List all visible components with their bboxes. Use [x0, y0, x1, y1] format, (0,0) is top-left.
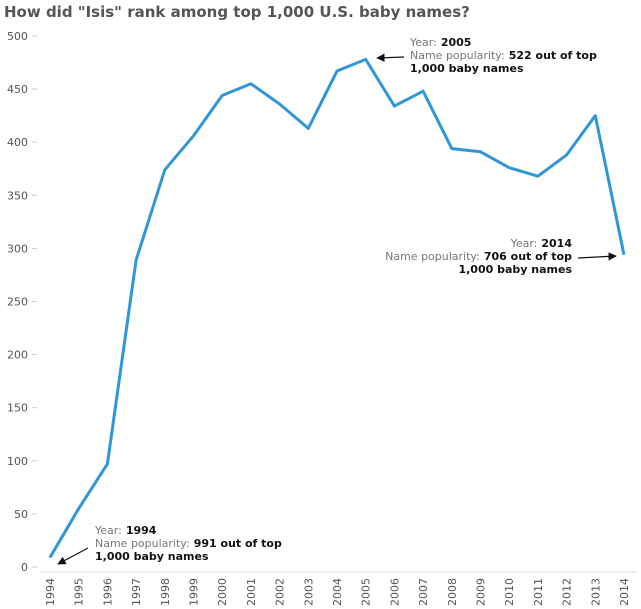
annotation-value: 991 out of top	[194, 537, 282, 550]
chart-title: How did "Isis" rank among top 1,000 U.S.…	[4, 3, 470, 21]
annotation-label: Year:	[409, 36, 437, 49]
x-tick-label: 1997	[130, 578, 143, 606]
x-tick-label: 2007	[417, 578, 430, 606]
x-tick-label: 2014	[618, 578, 631, 606]
annotation-label: Year:	[94, 524, 122, 537]
annotation-line: Year: 1994	[94, 524, 157, 537]
x-tick-label: 2011	[532, 578, 545, 606]
y-tick-label: 200	[7, 349, 28, 362]
annotation-value: 2005	[441, 36, 472, 49]
annotation-arrow	[577, 252, 617, 261]
y-tick-label: 350	[7, 189, 28, 202]
y-tick-label: 0	[21, 561, 28, 574]
annotation-value: 1,000 baby names	[458, 263, 572, 276]
x-tick-label: 1999	[188, 578, 201, 606]
annotation-value: 1994	[126, 524, 157, 537]
annotation-value: 522 out of top	[509, 49, 597, 62]
y-tick-label: 50	[14, 508, 28, 521]
annotation-line: Name popularity: 706 out of top	[385, 250, 572, 263]
x-tick-label: 2009	[475, 578, 488, 606]
x-tick-label: 2010	[503, 578, 516, 606]
x-tick-label: 1994	[44, 578, 57, 606]
x-tick-label: 2003	[302, 578, 315, 606]
x-tick-label: 2001	[245, 578, 258, 606]
x-tick-label: 2000	[216, 578, 229, 606]
annotation-label: Name popularity:	[385, 250, 480, 263]
y-tick-label: 150	[7, 402, 28, 415]
annotation-label: Name popularity:	[410, 49, 505, 62]
x-tick-label: 2004	[331, 578, 344, 606]
y-tick-label: 400	[7, 136, 28, 149]
annotation-value: 1,000 baby names	[95, 550, 209, 563]
annotation-value: 706 out of top	[484, 250, 572, 263]
y-tick-label: 100	[7, 455, 28, 468]
x-tick-label: 1995	[73, 578, 86, 606]
y-tick-label: 300	[7, 242, 28, 255]
x-tick-label: 1996	[101, 578, 114, 606]
x-tick-label: 2006	[388, 578, 401, 606]
annotation-label: Year:	[510, 237, 538, 250]
x-tick-label: 2008	[446, 578, 459, 606]
x-tick-label: 2002	[274, 578, 287, 606]
annotation-line: Name popularity: 522 out of top	[410, 49, 597, 62]
y-tick-label: 450	[7, 83, 28, 96]
annotation: Year: 2014 Name popularity: 706 out of top1…	[385, 237, 617, 276]
annotation-value: 2014	[541, 237, 572, 250]
x-tick-label: 2005	[360, 578, 373, 606]
annotation-line: Year: 2005	[409, 36, 471, 49]
x-tick-label: 2013	[589, 578, 602, 606]
annotation-line: Name popularity: 991 out of top	[95, 537, 282, 550]
annotation-line: Year: 2014	[510, 237, 573, 250]
annotation-arrow	[376, 53, 405, 62]
x-tick-label: 2012	[561, 578, 574, 606]
y-tick-label: 250	[7, 296, 28, 309]
x-tick-label: 1998	[159, 578, 172, 606]
annotation-arrow	[57, 547, 89, 565]
data-line	[48, 57, 626, 559]
annotation-label: Name popularity:	[95, 537, 190, 550]
y-tick-label: 500	[7, 30, 28, 43]
annotation-value: 1,000 baby names	[410, 62, 524, 75]
